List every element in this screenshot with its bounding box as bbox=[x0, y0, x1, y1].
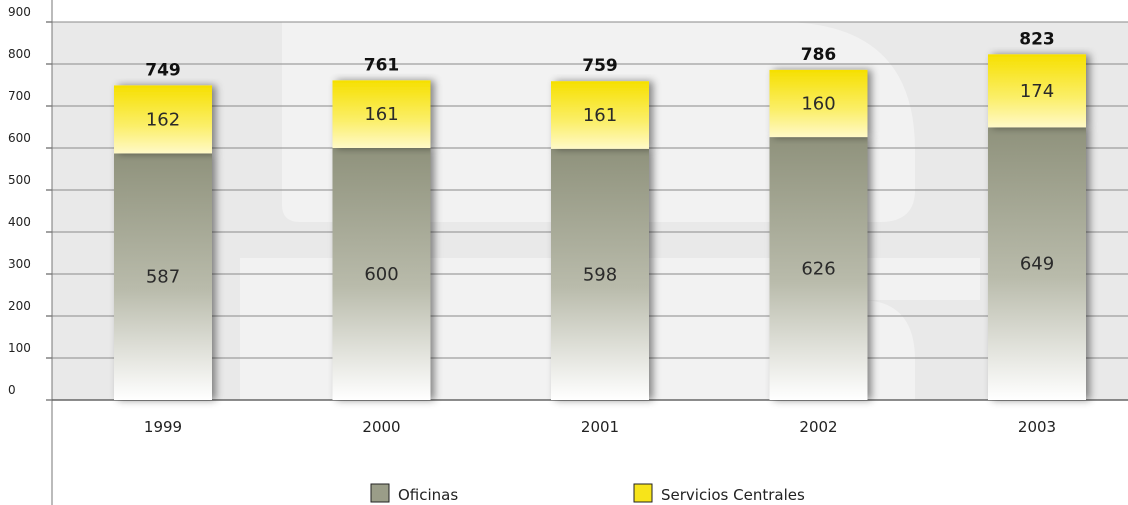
data-label-servicios-centrales: 161 bbox=[364, 104, 398, 125]
legend-label-servicios-centrales: Servicios Centrales bbox=[661, 486, 805, 504]
y-tick-label: 800 bbox=[8, 47, 31, 61]
data-label-oficinas: 600 bbox=[364, 264, 398, 285]
data-label-oficinas: 587 bbox=[146, 267, 180, 288]
legend: Oficinas Servicios Centrales bbox=[370, 483, 805, 504]
data-label-total: 749 bbox=[145, 60, 181, 80]
data-labels: 587 162 749 1999 600 161 761 2000 598 161 759 2001 6… bbox=[144, 29, 1056, 436]
x-tick-label: 2000 bbox=[362, 418, 400, 436]
bar-oficinas bbox=[769, 137, 868, 400]
y-tick-label: 300 bbox=[8, 257, 31, 271]
legend-swatch-oficinas bbox=[370, 483, 390, 503]
x-tick-label: 2003 bbox=[1018, 418, 1056, 436]
bar-servicios-centrales bbox=[769, 69, 868, 138]
bar-oficinas bbox=[114, 153, 212, 400]
y-tick-label: 0 bbox=[8, 383, 16, 397]
data-label-servicios-centrales: 161 bbox=[583, 105, 617, 126]
legend-label-oficinas: Oficinas bbox=[398, 486, 458, 504]
data-label-servicios-centrales: 162 bbox=[146, 109, 180, 130]
axes: 0 100 200 300 400 500 600 700 800 900 bbox=[8, 0, 1128, 505]
data-label-total: 823 bbox=[1019, 29, 1055, 49]
data-label-total: 761 bbox=[364, 55, 400, 75]
y-tick-label: 900 bbox=[8, 5, 31, 19]
bar-oficinas bbox=[551, 148, 649, 400]
y-tick-label: 700 bbox=[8, 89, 31, 103]
bar-servicios-centrales bbox=[332, 80, 431, 148]
y-tick-label: 200 bbox=[8, 299, 31, 313]
data-label-servicios-centrales: 174 bbox=[1020, 81, 1054, 102]
bar-oficinas bbox=[988, 127, 1086, 401]
bars bbox=[114, 54, 1086, 401]
bar-servicios-centrales bbox=[988, 54, 1086, 128]
bar-servicios-centrales bbox=[114, 85, 212, 154]
y-tick-label: 100 bbox=[8, 341, 31, 355]
legend-swatch-servicios-centrales bbox=[633, 483, 653, 503]
bar-oficinas bbox=[332, 148, 431, 400]
x-tick-label: 2001 bbox=[581, 418, 619, 436]
x-tick-label: 2002 bbox=[799, 418, 837, 436]
y-tick-label: 400 bbox=[8, 215, 31, 229]
y-tick-label: 600 bbox=[8, 131, 31, 145]
data-label-servicios-centrales: 160 bbox=[801, 93, 835, 114]
bar-servicios-centrales bbox=[551, 81, 649, 149]
data-label-total: 786 bbox=[801, 45, 837, 65]
data-label-total: 759 bbox=[582, 56, 618, 76]
x-tick-label: 1999 bbox=[144, 418, 182, 436]
y-tick-label: 500 bbox=[8, 173, 31, 187]
data-label-oficinas: 626 bbox=[801, 259, 835, 280]
data-label-oficinas: 598 bbox=[583, 264, 617, 285]
data-label-oficinas: 649 bbox=[1020, 254, 1054, 275]
